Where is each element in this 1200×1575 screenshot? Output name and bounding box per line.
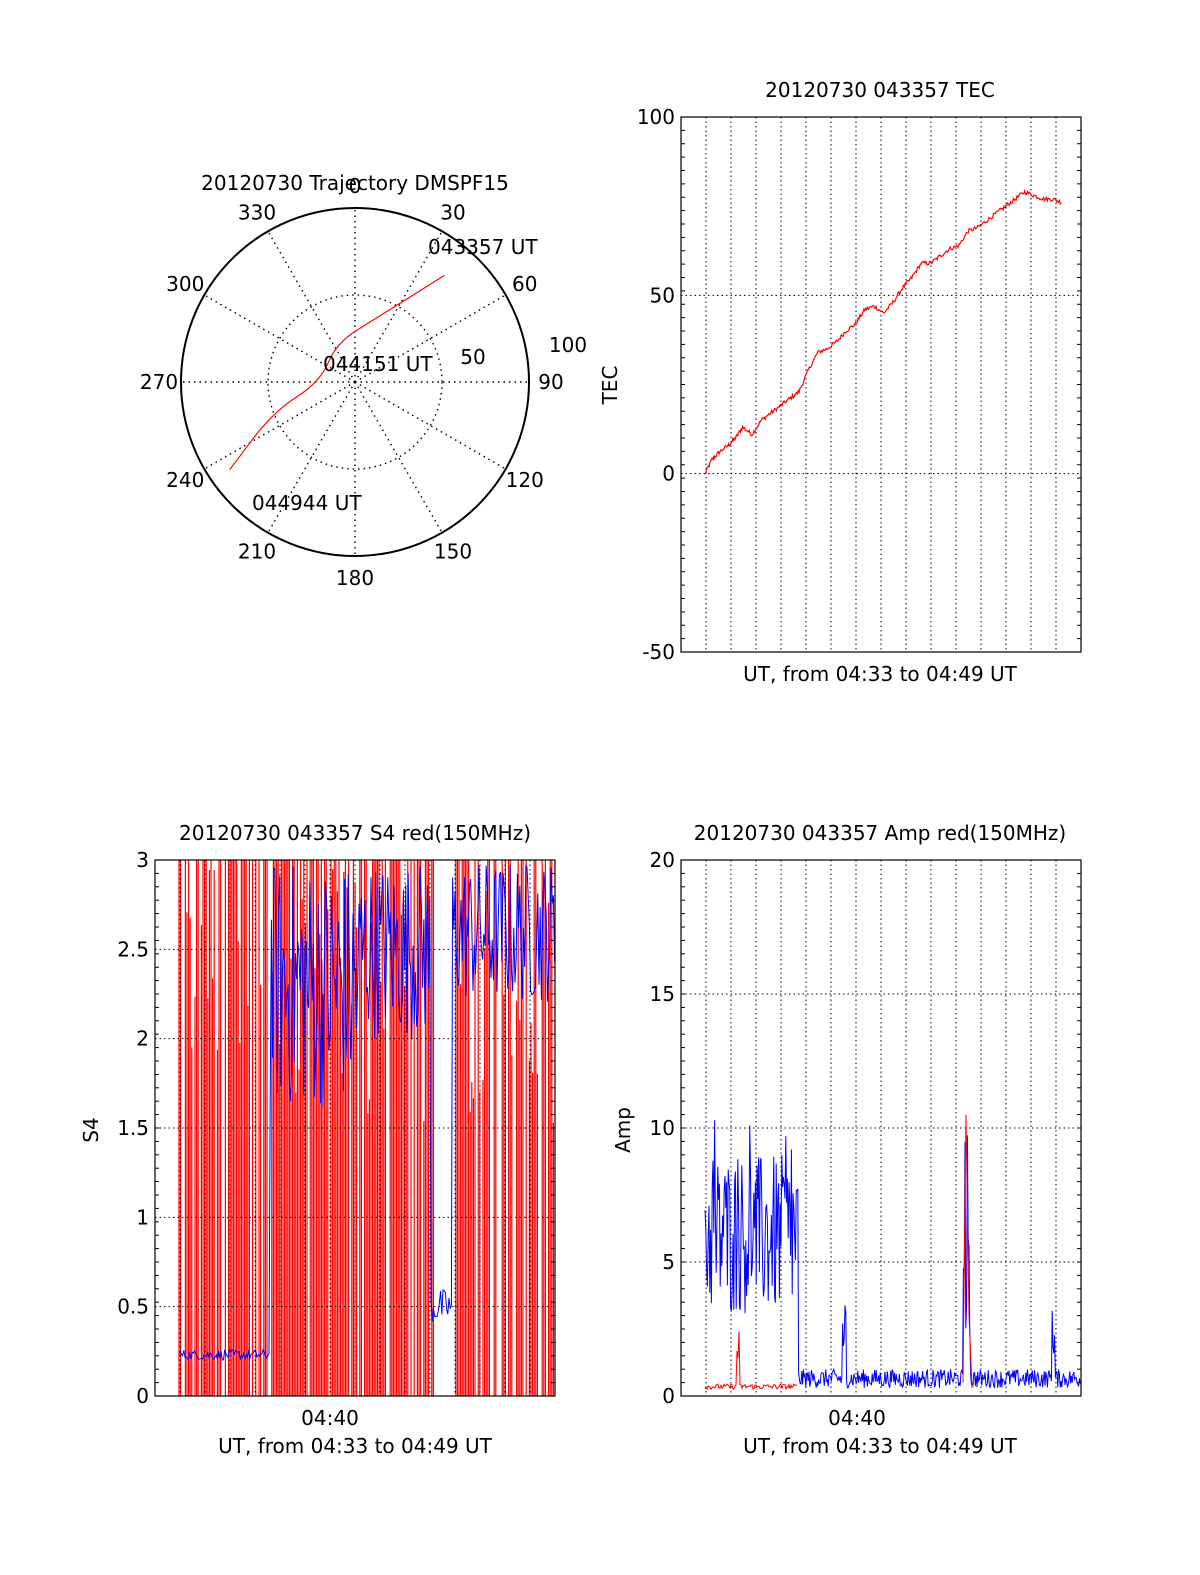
polar-azimuth-labels: 0 30 60 90 120 150 180 210 240 270 300 330: [140, 174, 564, 590]
y-tick-label: 1: [136, 1205, 149, 1229]
tec-y-ticks: 100 50 0 -50: [637, 105, 675, 664]
tec-panel: 20120730 043357 TEC 100 50 0 -50 TEC UT, fr…: [598, 78, 1082, 686]
trajectory-end-label: 044944 UT: [252, 491, 362, 515]
polar-title: 20120730 Trajectory DMSPF15: [201, 171, 509, 195]
s4-blue-series: [178, 864, 556, 1362]
amp-grid: [681, 859, 1081, 1397]
y-tick-label: 100: [637, 105, 675, 129]
amp-title: 20120730 043357 Amp red(150MHz): [694, 821, 1066, 845]
tec-series-line: [704, 188, 1062, 474]
polar-spoke: [354, 230, 443, 383]
polar-azimuth-label: 300: [166, 272, 204, 296]
y-tick-label: 0: [136, 1384, 149, 1408]
polar-azimuth-label: 150: [434, 540, 472, 564]
polar-azimuth-label: 0: [349, 174, 362, 198]
polar-azimuth-label: 180: [336, 566, 374, 590]
tec-y-label: TEC: [598, 366, 622, 406]
polar-radial-label: 50: [460, 345, 485, 369]
amp-x-label: UT, from 04:33 to 04:49 UT: [743, 1434, 1018, 1458]
y-tick-label: 0: [662, 462, 675, 486]
polar-azimuth-label: 30: [440, 200, 465, 224]
amp-blue-series: [704, 1120, 1082, 1389]
s4-panel: 20120730 043357 S4 red(150MHz) 3 2.5 2 1.5 1…: [79, 821, 556, 1458]
y-tick-label: 2.5: [117, 937, 149, 961]
amp-frame: [680, 859, 1082, 1397]
polar-outer-ring: [180, 207, 530, 557]
polar-grid: [181, 208, 529, 556]
polar-azimuth-label: 330: [238, 200, 276, 224]
polar-azimuth-label: 240: [166, 468, 204, 492]
s4-x-tick-label: 04:40: [301, 1406, 359, 1430]
s4-y-label: S4: [79, 1117, 103, 1142]
y-tick-label: 50: [650, 283, 675, 307]
polar-spoke: [267, 381, 356, 534]
polar-azimuth-label: 210: [238, 540, 276, 564]
y-tick-label: 3: [136, 848, 149, 872]
trajectory-line: [229, 274, 445, 471]
tec-frame: [680, 116, 1082, 653]
polar-radial-labels: 50 100: [460, 333, 587, 369]
s4-title: 20120730 043357 S4 red(150MHz): [179, 821, 531, 845]
polar-ring-50: [267, 294, 443, 470]
amp-y-ticks: 20 15 10 5 0: [650, 848, 675, 1408]
amp-panel: 20120730 043357 Amp red(150MHz) 20 15 10 5 0…: [611, 821, 1082, 1458]
y-tick-label: 1.5: [117, 1116, 149, 1140]
y-tick-label: 0.5: [117, 1295, 149, 1319]
y-tick-label: 0: [662, 1384, 675, 1408]
polar-radial-label: 100: [549, 333, 587, 357]
tec-grid: [681, 116, 1081, 653]
s4-x-label: UT, from 04:33 to 04:49 UT: [218, 1434, 493, 1458]
y-tick-label: 5: [662, 1250, 675, 1274]
trajectory-mid-label: 044151 UT: [323, 352, 433, 376]
polar-spoke: [203, 294, 356, 383]
tec-x-label: UT, from 04:33 to 04:49 UT: [743, 662, 1018, 686]
tec-title: 20120730 043357 TEC: [765, 78, 995, 102]
polar-azimuth-label: 270: [140, 370, 178, 394]
y-tick-label: 15: [650, 982, 675, 1006]
polar-azimuth-label: 90: [538, 370, 563, 394]
s4-grid: [155, 859, 555, 1397]
s4-y-ticks: 3 2.5 2 1.5 1 0.5 0: [117, 848, 149, 1408]
y-tick-label: 2: [136, 1027, 149, 1051]
s4-frame: [154, 859, 556, 1397]
y-tick-label: 10: [650, 1116, 675, 1140]
amp-red-series: [704, 1114, 973, 1391]
polar-spoke: [354, 294, 507, 383]
polar-spoke: [354, 381, 507, 470]
polar-spoke: [267, 230, 356, 383]
polar-azimuth-label: 120: [506, 468, 544, 492]
polar-spoke: [354, 381, 443, 534]
polar-azimuth-label: 60: [512, 272, 537, 296]
y-tick-label: 20: [650, 848, 675, 872]
y-tick-label: -50: [642, 640, 675, 664]
trajectory-start-label: 043357 UT: [428, 235, 538, 259]
amp-y-label: Amp: [611, 1107, 635, 1153]
amp-x-tick-label: 04:40: [828, 1406, 886, 1430]
polar-spoke: [203, 381, 356, 470]
polar-panel: 20120730 Trajectory DMSPF15 0 30 60 90 120 15…: [140, 171, 587, 590]
